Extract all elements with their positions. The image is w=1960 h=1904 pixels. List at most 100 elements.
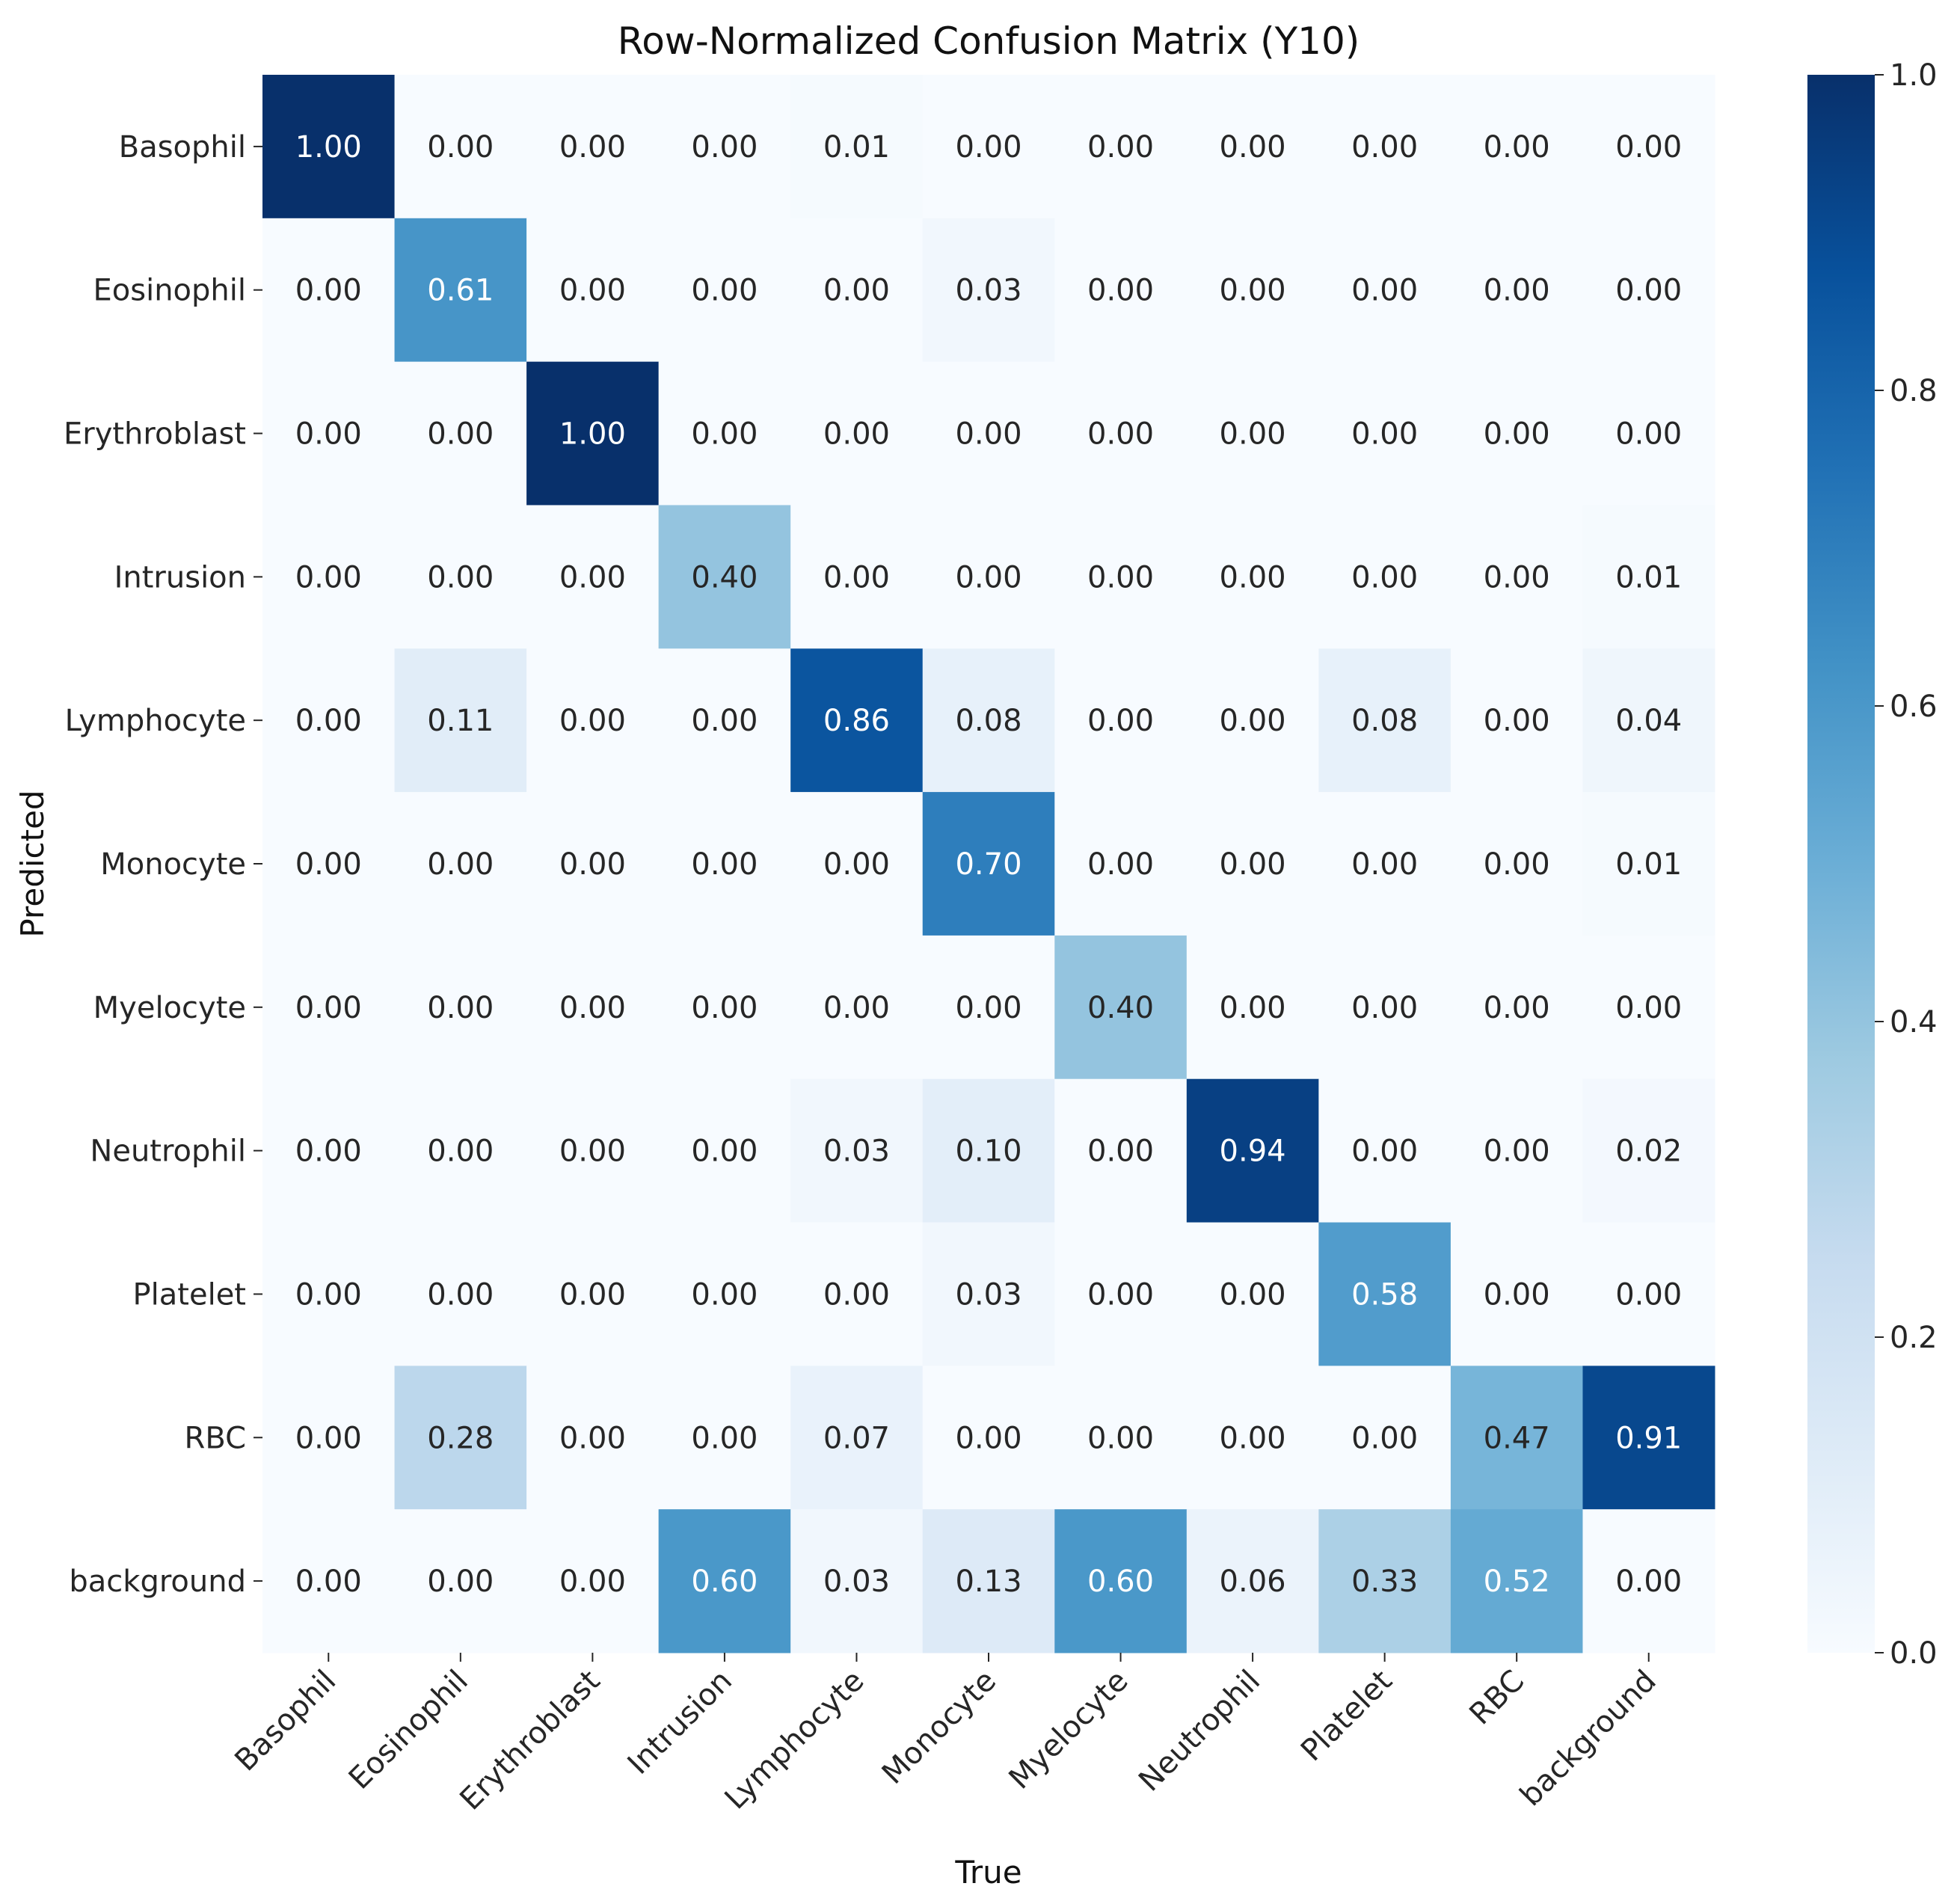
y-tick-label: Neutrophil bbox=[90, 1134, 246, 1169]
heatmap-cell bbox=[262, 505, 396, 649]
cell-value-label: 0.00 bbox=[691, 274, 758, 308]
cell-value-label: 0.00 bbox=[1351, 560, 1418, 595]
cell-value-label: 0.00 bbox=[1220, 847, 1286, 882]
cell-value-label: 0.00 bbox=[691, 1134, 758, 1169]
heatmap-cell bbox=[1054, 75, 1188, 219]
colorbar-tick-label: 0.6 bbox=[1890, 690, 1938, 724]
cell-value-label: 0.00 bbox=[1484, 847, 1550, 882]
heatmap-cell bbox=[658, 505, 791, 649]
cell-value-label: 0.00 bbox=[1615, 991, 1682, 1025]
cell-value-label: 0.11 bbox=[427, 704, 494, 738]
heatmap-cell bbox=[790, 505, 924, 649]
heatmap-cell bbox=[1318, 1078, 1451, 1223]
cell-value-label: 0.00 bbox=[691, 1277, 758, 1312]
cell-value-label: 0.00 bbox=[427, 847, 494, 882]
cell-value-label: 0.00 bbox=[427, 1134, 494, 1169]
cell-value-label: 0.52 bbox=[1484, 1564, 1550, 1599]
cell-value-label: 0.00 bbox=[823, 417, 890, 452]
x-tick-label: Platelet bbox=[1294, 1664, 1399, 1769]
heatmap-cell bbox=[790, 218, 924, 363]
cell-value-label: 0.00 bbox=[823, 274, 890, 308]
heatmap-cell bbox=[1318, 792, 1451, 936]
cell-value-label: 1.00 bbox=[295, 130, 362, 165]
cell-value-label: 1.00 bbox=[559, 417, 626, 452]
cell-value-label: 0.01 bbox=[1615, 560, 1682, 595]
heatmap-cell bbox=[262, 792, 396, 936]
heatmap-cell bbox=[922, 1078, 1055, 1223]
x-axis-label: True bbox=[954, 1854, 1022, 1891]
cell-value-label: 0.00 bbox=[559, 1134, 626, 1169]
cell-value-label: 0.00 bbox=[295, 1134, 362, 1169]
cell-value-label: 0.00 bbox=[559, 130, 626, 165]
cell-value-label: 0.00 bbox=[691, 130, 758, 165]
cell-value-label: 0.00 bbox=[295, 1564, 362, 1599]
heatmap-cell bbox=[1450, 218, 1583, 363]
heatmap-cell bbox=[1450, 1366, 1583, 1510]
cell-value-label: 0.00 bbox=[1484, 1134, 1550, 1169]
cell-value-label: 0.91 bbox=[1615, 1421, 1682, 1455]
heatmap-cell bbox=[790, 1366, 924, 1510]
cell-value-label: 0.70 bbox=[955, 847, 1022, 882]
heatmap-cell bbox=[1186, 75, 1319, 219]
heatmap-cell bbox=[1186, 361, 1319, 506]
y-tick-label: Lymphocyte bbox=[65, 704, 246, 738]
heatmap-cell bbox=[1318, 1366, 1451, 1510]
heatmap-cell bbox=[790, 361, 924, 506]
cell-value-label: 0.00 bbox=[1087, 1134, 1154, 1169]
heatmap-cell bbox=[1450, 75, 1583, 219]
heatmap-cell bbox=[922, 1366, 1055, 1510]
heatmap-cell bbox=[1054, 1222, 1188, 1366]
cell-value-label: 0.00 bbox=[1484, 991, 1550, 1025]
y-tick-label: background bbox=[69, 1564, 246, 1599]
heatmap-cell bbox=[394, 648, 527, 793]
heatmap-cell bbox=[1582, 792, 1715, 936]
heatmap-cell bbox=[922, 218, 1055, 363]
cell-value-label: 0.00 bbox=[559, 704, 626, 738]
colorbar-ticks: 0.0 0.2 0.4 0.6 0.8 1.0 bbox=[1875, 58, 1938, 1671]
cell-value-label: 0.00 bbox=[1351, 991, 1418, 1025]
heatmap-cell bbox=[262, 1366, 396, 1510]
cell-value-label: 0.00 bbox=[427, 1564, 494, 1599]
heatmap-cell bbox=[1318, 75, 1451, 219]
heatmap-cell bbox=[922, 935, 1055, 1080]
heatmap-cell bbox=[394, 218, 527, 363]
cell-value-label: 0.00 bbox=[295, 991, 362, 1025]
cell-value-label: 0.00 bbox=[1351, 130, 1418, 165]
y-tick-label: RBC bbox=[185, 1421, 246, 1455]
heatmap-cell bbox=[526, 1222, 660, 1366]
cell-value-label: 0.60 bbox=[1087, 1564, 1154, 1599]
heatmap-cell bbox=[1582, 505, 1715, 649]
x-tick-label: Erythroblast bbox=[453, 1664, 606, 1817]
cell-value-label: 0.00 bbox=[691, 847, 758, 882]
cell-value-label: 0.00 bbox=[427, 560, 494, 595]
heatmap-cell bbox=[658, 218, 791, 363]
cell-value-label: 0.60 bbox=[691, 1564, 758, 1599]
heatmap-cell bbox=[1582, 1509, 1715, 1653]
heatmap-cell bbox=[658, 75, 791, 219]
heatmap-cell bbox=[1318, 505, 1451, 649]
heatmap-cell bbox=[922, 361, 1055, 506]
cell-value-label: 0.13 bbox=[955, 1564, 1022, 1599]
heatmap-cell bbox=[1582, 935, 1715, 1080]
heatmap-cell bbox=[790, 1078, 924, 1223]
cell-value-label: 0.00 bbox=[1087, 704, 1154, 738]
cell-value-label: 0.00 bbox=[691, 417, 758, 452]
cell-value-label: 0.00 bbox=[691, 1421, 758, 1455]
cell-value-label: 0.00 bbox=[1484, 560, 1550, 595]
heatmap-cell bbox=[394, 935, 527, 1080]
cell-value-label: 0.00 bbox=[427, 1277, 494, 1312]
x-tick-label: RBC bbox=[1463, 1664, 1531, 1732]
heatmap-cell bbox=[1186, 1078, 1319, 1223]
cell-value-label: 0.00 bbox=[1220, 991, 1286, 1025]
colorbar-tick-label: 0.2 bbox=[1890, 1321, 1938, 1355]
cell-value-label: 0.33 bbox=[1351, 1564, 1418, 1599]
cell-value-label: 0.58 bbox=[1351, 1277, 1418, 1312]
heatmap-cell bbox=[790, 1222, 924, 1366]
cell-value-label: 0.00 bbox=[1087, 560, 1154, 595]
cell-value-label: 0.00 bbox=[1087, 130, 1154, 165]
cell-value-label: 0.00 bbox=[1484, 417, 1550, 452]
cell-value-label: 0.02 bbox=[1615, 1134, 1682, 1169]
x-tick-label: Intrusion bbox=[621, 1664, 739, 1781]
cell-value-label: 0.04 bbox=[1615, 704, 1682, 738]
